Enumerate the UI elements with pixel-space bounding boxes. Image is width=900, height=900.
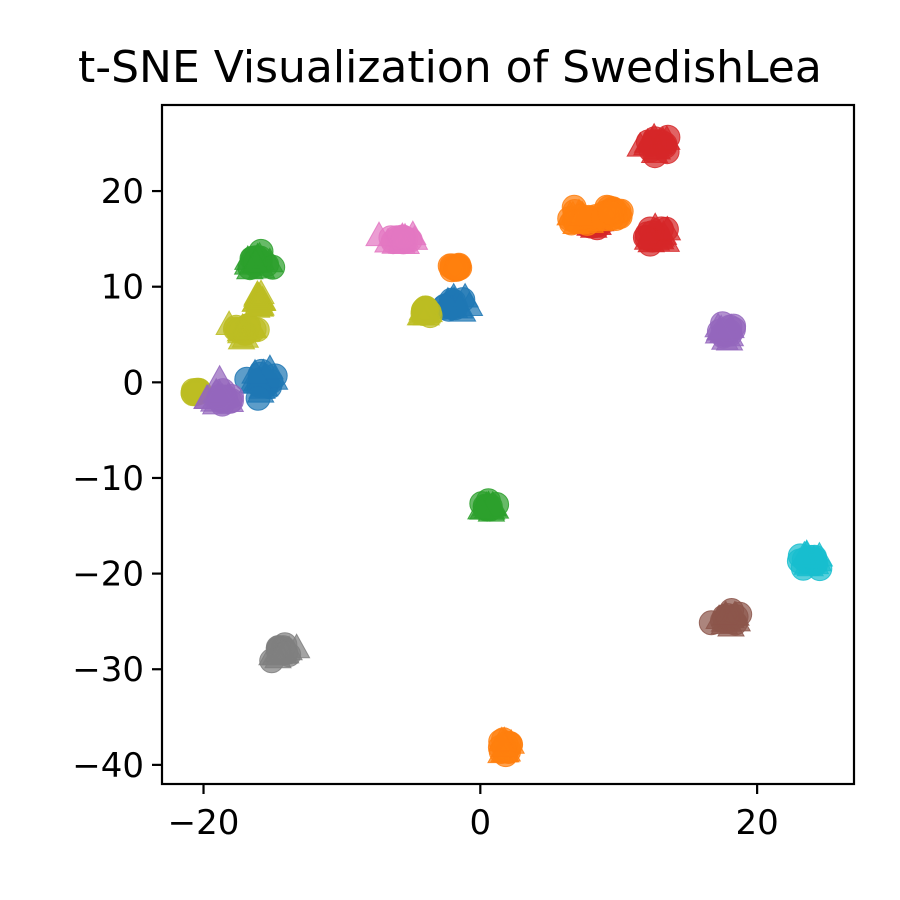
cluster-9 xyxy=(467,488,510,522)
y-tick-label: 0 xyxy=(122,363,144,403)
y-tick-label: −40 xyxy=(72,746,144,786)
scatter-point xyxy=(241,247,270,273)
cluster-16 xyxy=(193,364,245,417)
scatter-point xyxy=(597,200,623,226)
scatter-point xyxy=(568,200,597,226)
scatter-point xyxy=(365,221,393,247)
scatter-point xyxy=(390,224,416,250)
cluster-18 xyxy=(786,539,834,582)
y-tick-label: −30 xyxy=(72,650,144,690)
y-axis: 20 10 0 −10 −20 −30 −40 xyxy=(72,172,162,786)
scatter-point xyxy=(245,385,271,411)
cluster-0 xyxy=(626,122,681,169)
cluster-19 xyxy=(698,598,753,637)
x-axis: −20 0 20 xyxy=(168,784,779,843)
cluster-12 xyxy=(215,310,270,350)
scatter-point xyxy=(487,726,516,752)
scatter-point xyxy=(406,300,435,326)
scatter-point xyxy=(245,287,273,313)
cluster-17 xyxy=(704,311,747,351)
y-tick-label: 20 xyxy=(101,172,144,212)
scatter-point xyxy=(256,354,284,380)
scatter-point xyxy=(640,138,669,163)
y-tick-label: 10 xyxy=(101,268,144,308)
cluster-8 xyxy=(233,238,286,281)
cluster-14 xyxy=(406,295,443,329)
scatter-point xyxy=(445,256,471,281)
scatter-point xyxy=(445,293,474,319)
scatter-point xyxy=(264,643,292,669)
cluster-7 xyxy=(365,220,429,255)
scatter-points xyxy=(180,122,834,768)
y-tick-label: −20 xyxy=(72,555,144,595)
chart-title: t-SNE Visualization of SwedishLea xyxy=(78,42,822,93)
cluster-4 xyxy=(590,194,634,232)
cluster-6 xyxy=(487,726,526,768)
scatter-point xyxy=(706,315,734,341)
scatter-point xyxy=(467,494,495,520)
cluster-5 xyxy=(437,252,473,283)
scatter-point xyxy=(205,378,234,404)
x-tick-label: −20 xyxy=(168,803,240,843)
cluster-20 xyxy=(258,632,311,674)
x-tick-label: 0 xyxy=(469,803,491,843)
cluster-1 xyxy=(632,212,682,257)
scatter-point xyxy=(790,540,819,566)
cluster-11 xyxy=(234,354,289,411)
plot-frame xyxy=(160,103,856,786)
scatter-point xyxy=(711,600,739,626)
x-tick-label: 20 xyxy=(735,803,778,843)
scatter-point xyxy=(227,324,256,350)
scatter-point xyxy=(241,358,269,384)
y-tick-label: −10 xyxy=(72,459,144,499)
scatter-point xyxy=(653,215,682,241)
cluster-13 xyxy=(241,279,277,318)
